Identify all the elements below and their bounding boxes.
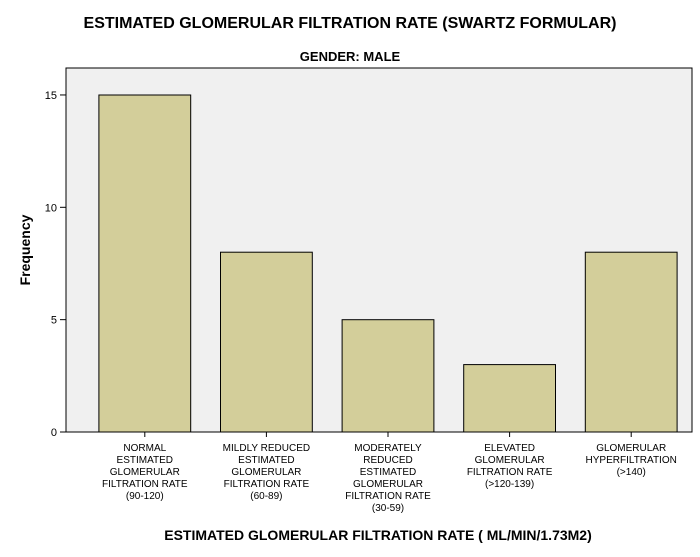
y-axis-title: Frequency xyxy=(17,214,33,285)
bar-2 xyxy=(220,251,313,433)
y-tick-label: 5 xyxy=(51,315,57,327)
y-tick-label: 0 xyxy=(51,427,57,439)
x-axis: NORMAL ESTIMATED GLOMERULAR FILTRATION RATE… xyxy=(102,432,677,514)
bar-3 xyxy=(341,319,435,433)
x-tick-label: MILDLY REDUCED ESTIMATED GLOMERULAR FILTRAT… xyxy=(223,443,310,502)
y-tick-label: 10 xyxy=(45,202,57,214)
bar-4 xyxy=(463,364,557,433)
bar-1 xyxy=(98,94,192,433)
bars-layer xyxy=(98,94,678,433)
chart-subtitle: GENDER: MALE xyxy=(300,49,401,64)
x-tick-label: MODERATELY REDUCED ESTIMATED GLOMERULAR FILT… xyxy=(345,443,431,514)
x-tick-label: NORMAL ESTIMATED GLOMERULAR FILTRATION RATE… xyxy=(102,443,188,502)
chart-title: ESTIMATED GLOMERULAR FILTRATION RATE (SW… xyxy=(84,15,617,32)
y-tick-label: 15 xyxy=(45,90,57,102)
y-axis: 0 5 10 15 xyxy=(45,90,66,439)
x-tick-label: ELEVATED GLOMERULAR FILTRATION RATE (>120-1… xyxy=(467,443,553,490)
bar-5 xyxy=(584,251,678,433)
x-tick-label: GLOMERULAR HYPERFILTRATION (>140) xyxy=(586,443,677,478)
x-axis-title: ESTIMATED GLOMERULAR FILTRATION RATE ( M… xyxy=(164,527,592,543)
